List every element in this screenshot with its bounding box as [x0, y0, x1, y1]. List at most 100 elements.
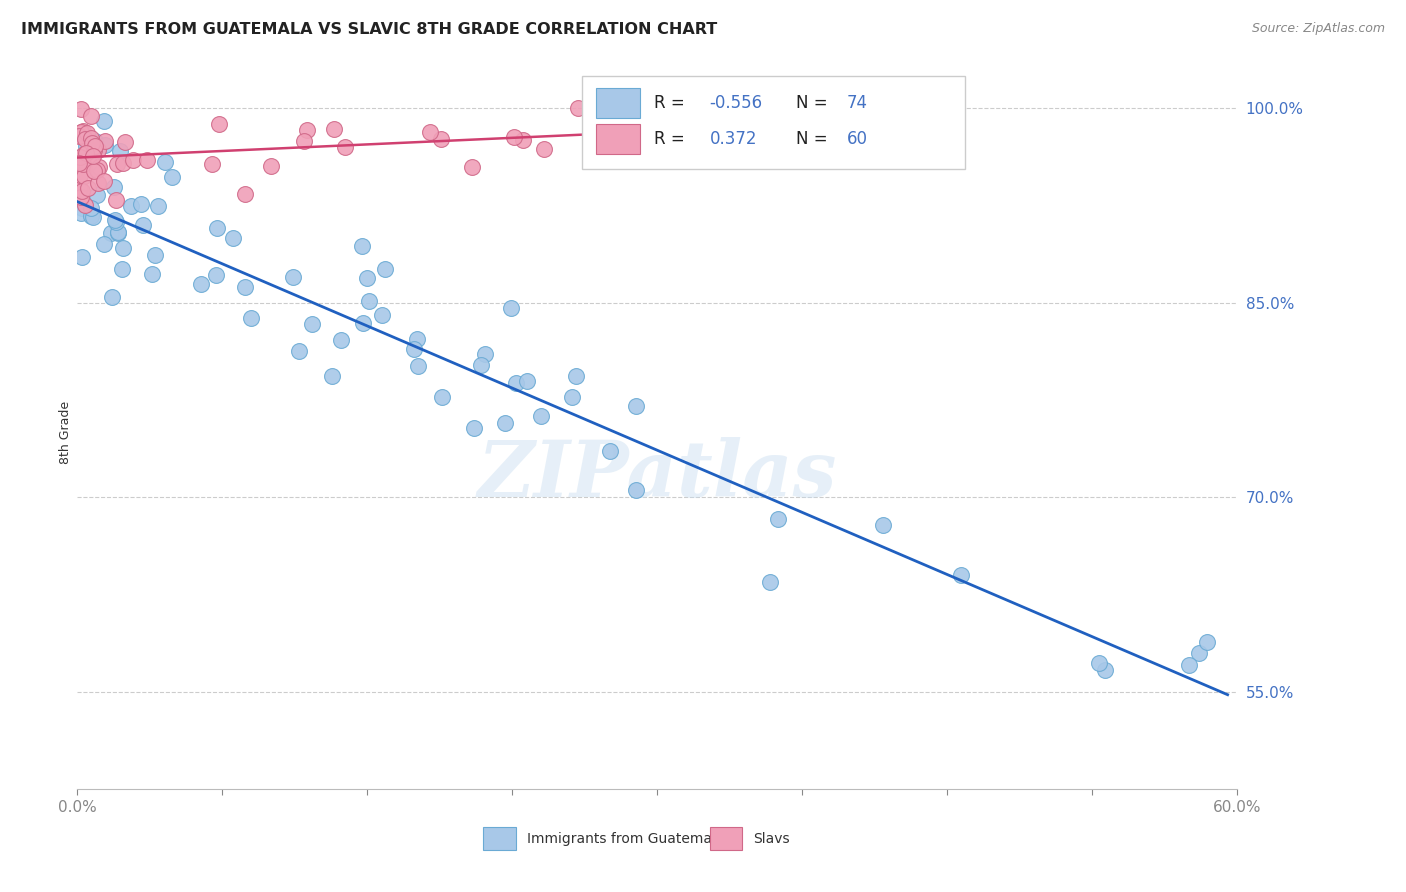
Point [768, 511, 790, 525]
Point [111, 156, 134, 170]
Point [101, 290, 124, 304]
Point [1088, 657, 1111, 671]
Point [86, 163, 108, 178]
Point [122, 153, 145, 167]
Point [1178, 658, 1201, 673]
Point [73, 198, 96, 212]
Point [70, 190, 93, 204]
Point [630, 128, 652, 142]
FancyBboxPatch shape [582, 76, 965, 169]
Point [75, 139, 97, 153]
Point [516, 374, 538, 388]
Point [190, 277, 212, 292]
Point [93, 135, 115, 149]
FancyBboxPatch shape [484, 827, 516, 850]
Point [205, 221, 228, 235]
Point [120, 199, 142, 213]
Point [93, 174, 115, 188]
Point [352, 316, 374, 330]
Text: Source: ZipAtlas.com: Source: ZipAtlas.com [1251, 22, 1385, 36]
Point [329, 334, 352, 348]
Point [432, 391, 454, 405]
FancyBboxPatch shape [596, 88, 640, 118]
Point [83, 138, 105, 153]
Point [1094, 663, 1116, 677]
Point [87, 160, 110, 174]
Point [141, 267, 163, 281]
Point [83, 143, 105, 157]
Point [352, 239, 374, 253]
Point [70, 102, 93, 116]
Point [950, 567, 973, 582]
Point [69, 182, 91, 196]
Point [567, 101, 589, 115]
Point [429, 132, 451, 146]
Point [406, 359, 429, 373]
Text: 60: 60 [846, 129, 868, 147]
Text: R =: R = [654, 129, 690, 147]
Point [624, 483, 647, 497]
Point [153, 155, 176, 169]
Text: N =: N = [796, 129, 834, 147]
Point [67, 155, 90, 169]
Point [82, 210, 104, 224]
Point [83, 163, 105, 178]
Point [1187, 646, 1209, 660]
Point [72, 184, 94, 198]
Point [474, 347, 496, 361]
Point [80, 210, 103, 224]
Point [614, 110, 637, 124]
Text: R =: R = [654, 94, 690, 112]
Point [283, 270, 305, 285]
Point [111, 261, 134, 276]
Text: -0.556: -0.556 [710, 94, 762, 112]
Point [69, 149, 91, 163]
Point [80, 136, 103, 150]
Point [624, 399, 647, 413]
Point [501, 301, 523, 316]
Point [77, 133, 100, 147]
Text: ZIPatlas: ZIPatlas [478, 437, 837, 514]
Point [533, 142, 555, 156]
Point [70, 250, 93, 264]
Point [80, 109, 103, 123]
Point [759, 574, 782, 589]
Point [872, 517, 894, 532]
Point [80, 131, 103, 145]
Point [494, 416, 516, 430]
Point [67, 128, 90, 143]
FancyBboxPatch shape [596, 124, 640, 153]
Point [73, 132, 96, 146]
Point [356, 271, 378, 285]
Text: IMMIGRANTS FROM GUATEMALA VS SLAVIC 8TH GRADE CORRELATION CHART: IMMIGRANTS FROM GUATEMALA VS SLAVIC 8TH … [21, 22, 717, 37]
Point [406, 332, 429, 346]
Point [77, 181, 100, 195]
Point [107, 226, 129, 240]
Point [287, 343, 309, 358]
Point [69, 168, 91, 182]
Point [260, 159, 283, 173]
Point [503, 130, 526, 145]
Point [93, 114, 115, 128]
Point [599, 443, 621, 458]
Point [292, 134, 315, 148]
Point [561, 390, 583, 404]
Point [86, 188, 108, 202]
Point [112, 241, 135, 255]
Point [73, 169, 96, 183]
Point [94, 138, 117, 153]
Point [67, 154, 90, 169]
Point [100, 227, 122, 241]
Point [233, 187, 256, 202]
Point [103, 179, 125, 194]
Point [75, 146, 97, 161]
FancyBboxPatch shape [710, 827, 742, 850]
Point [205, 268, 228, 282]
Text: Slavs: Slavs [754, 831, 790, 846]
Point [104, 213, 127, 227]
Point [463, 420, 485, 434]
Point [76, 127, 98, 141]
Point [84, 135, 107, 149]
Point [512, 133, 534, 147]
Point [131, 197, 153, 211]
